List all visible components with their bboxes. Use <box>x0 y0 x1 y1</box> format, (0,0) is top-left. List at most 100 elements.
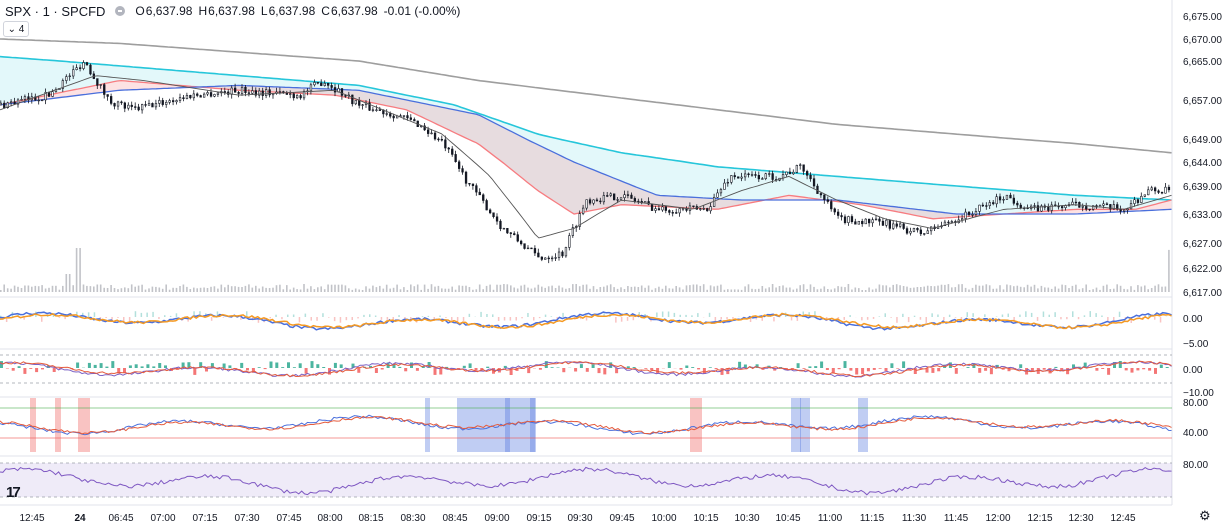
time-tick-label: 08:45 <box>442 513 467 524</box>
candle-body <box>302 91 306 99</box>
symbol-title[interactable]: SPX · 1 · SPCFD <box>5 3 106 19</box>
momentum-bar <box>298 363 302 368</box>
macd-histogram-bar <box>820 317 822 319</box>
candle-body <box>158 100 161 104</box>
candle-body <box>72 69 75 77</box>
candle-body <box>295 95 299 99</box>
candle-body <box>826 199 830 202</box>
volume-bar <box>920 287 922 292</box>
candle-body <box>578 213 581 227</box>
macd-histogram-bar <box>369 314 371 317</box>
candle-body <box>389 113 392 117</box>
volume-bar <box>451 286 453 292</box>
volume-bar <box>485 285 488 292</box>
volume-bar <box>268 288 271 292</box>
volume-bar <box>413 286 416 292</box>
time-tick-label: 11:15 <box>860 513 885 524</box>
macd-histogram-bar <box>544 314 547 317</box>
volume-bar <box>572 284 574 292</box>
candle-body <box>964 211 967 219</box>
volume-bar <box>137 285 140 292</box>
time-tick-label: 12:15 <box>1027 513 1052 524</box>
volume-bar <box>6 288 9 292</box>
macd-histogram-bar <box>603 313 605 317</box>
macd-histogram-bar <box>1013 317 1015 323</box>
price-tick-label: 6,665.00 <box>1183 57 1222 68</box>
candle-body <box>564 247 568 257</box>
market-status-icon[interactable] <box>115 6 126 16</box>
candle-body <box>1012 197 1016 204</box>
time-tick-label: 11:00 <box>818 513 843 524</box>
macd-histogram-bar <box>17 313 20 317</box>
volume-bar <box>541 286 543 292</box>
candle-body <box>340 88 344 96</box>
volume-bar <box>496 284 498 292</box>
candle-body <box>461 168 464 173</box>
macd-histogram-bar <box>322 313 324 317</box>
signal-zone <box>791 398 801 452</box>
macd-histogram-bar <box>23 317 25 320</box>
candle-body <box>292 93 295 99</box>
momentum-bar <box>468 363 472 368</box>
volume-bar <box>933 286 936 292</box>
momentum-bar <box>556 367 560 368</box>
candle-body <box>471 183 475 186</box>
volume-bar <box>675 286 677 292</box>
volume-bar <box>175 287 178 292</box>
volume-bar <box>0 290 2 292</box>
price-tick-label: 6,639.00 <box>1183 182 1222 193</box>
macd-histogram-bar <box>152 311 154 317</box>
indicators-toggle-button[interactable]: ⌄ 4 <box>3 21 29 37</box>
tradingview-logo-icon[interactable]: 17 <box>6 484 21 501</box>
candle-body <box>137 106 140 111</box>
momentum-bar <box>755 364 759 368</box>
volume-bar <box>179 286 181 292</box>
candle-body <box>426 129 430 134</box>
volume-bar <box>516 288 519 292</box>
volume-bar <box>975 284 977 292</box>
macd-histogram-bar <box>878 316 881 317</box>
candle-body <box>85 62 89 66</box>
volume-bar <box>1075 284 1077 292</box>
candle-body <box>127 104 130 109</box>
volume-bar <box>909 287 912 292</box>
candle-body <box>864 218 867 225</box>
settings-gear-icon[interactable]: ⚙ <box>1199 508 1211 523</box>
candle-body <box>499 220 502 229</box>
macd-histogram-bar <box>93 312 96 317</box>
volume-bar <box>782 285 784 292</box>
volume-bar <box>1006 284 1008 292</box>
candle-body <box>172 100 175 103</box>
candle-body <box>1061 206 1064 209</box>
macd-histogram-bar <box>644 314 646 317</box>
candle-body <box>509 232 513 234</box>
macd-histogram-bar <box>515 317 517 321</box>
momentum-bar <box>164 365 167 368</box>
candle-body <box>40 99 44 102</box>
macd-histogram-bar <box>146 312 148 317</box>
macd-histogram-bar <box>732 317 734 319</box>
volume-bar <box>51 285 54 292</box>
candle-body <box>330 85 333 88</box>
signal-zone <box>530 398 536 452</box>
momentum-bar <box>398 366 402 368</box>
volume-bar <box>272 287 274 292</box>
candle-body <box>892 223 895 229</box>
volume-bar <box>230 286 233 292</box>
candle-body <box>223 91 227 93</box>
macd-histogram-bar <box>966 312 968 317</box>
macd-histogram-bar <box>884 313 886 317</box>
candle-body <box>234 87 237 93</box>
change-value: -0.01 (-0.00%) <box>383 4 461 18</box>
macd-histogram-bar <box>480 311 482 317</box>
momentum-bar <box>1142 368 1146 370</box>
candle-body <box>433 132 437 140</box>
volume-bar <box>692 284 695 292</box>
volume-bar <box>558 285 560 292</box>
volume-bar <box>472 289 474 292</box>
time-tick-label: 10:45 <box>775 513 800 524</box>
momentum-bar <box>152 366 156 368</box>
macd-histogram-bar <box>351 317 353 320</box>
volume-bar <box>1044 287 1046 292</box>
